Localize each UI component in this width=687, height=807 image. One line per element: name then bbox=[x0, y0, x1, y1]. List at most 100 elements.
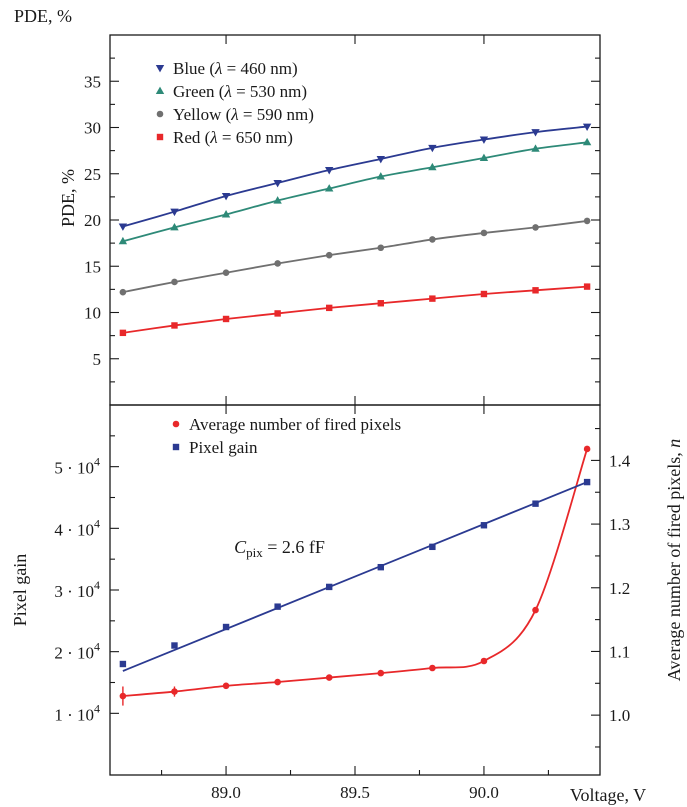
series-green bbox=[118, 137, 592, 245]
yellow-point bbox=[583, 217, 591, 225]
yellow-point bbox=[222, 269, 230, 277]
blue-point bbox=[479, 136, 489, 144]
yellow-point bbox=[325, 251, 333, 259]
pixel-gain-point bbox=[532, 500, 539, 507]
pde-y-tick-label: 35 bbox=[84, 72, 101, 91]
fired-pixels-curve bbox=[122, 448, 588, 697]
cpix-annotation: Cpix = 2.6 fF bbox=[234, 537, 325, 560]
legend-pixel-gain-marker bbox=[172, 443, 180, 451]
gain-y-tick-label: 4 · 104 bbox=[54, 516, 100, 539]
pde-y-tick-label: 30 bbox=[84, 119, 101, 138]
red-point bbox=[326, 304, 333, 312]
blue-point bbox=[428, 144, 437, 153]
gain-y-tick-label: 3 · 104 bbox=[54, 578, 100, 601]
legend-green-label: Green (λ = 530 nm) bbox=[173, 82, 307, 101]
fired-y-tick-label: 1.1 bbox=[609, 642, 630, 661]
fired-y-tick-label: 1.0 bbox=[609, 706, 630, 725]
green-point bbox=[325, 184, 334, 192]
blue-point bbox=[221, 192, 231, 201]
pixel-gain-point bbox=[583, 478, 591, 486]
fired-y-tick-label: 1.3 bbox=[609, 515, 630, 534]
fired-pixels-point bbox=[583, 445, 591, 453]
gain-panel: Pixel gain Average number of fired pixel… bbox=[10, 404, 684, 805]
red-point bbox=[222, 315, 230, 323]
fired-pixels-point bbox=[222, 682, 230, 690]
green-point bbox=[118, 236, 128, 245]
fired-pixels-point bbox=[274, 678, 281, 686]
pde-legend: Blue (λ = 460 nm) Green (λ = 530 nm) Yello… bbox=[155, 59, 314, 147]
gain-legend: Average number of fired pixels Pixel gain bbox=[172, 415, 401, 457]
pde-y-axis-title: PDE, % bbox=[58, 169, 78, 227]
fired-y-tick-label: 1.4 bbox=[609, 451, 631, 470]
green-point bbox=[531, 144, 540, 152]
fired-pixels-point bbox=[429, 664, 436, 672]
blue-point bbox=[273, 180, 282, 188]
fired-y-tick-label: 1.2 bbox=[609, 579, 630, 598]
series-blue bbox=[118, 123, 592, 231]
yellow-point bbox=[274, 260, 281, 267]
fired-pixels-point bbox=[377, 669, 385, 677]
yellow-curve bbox=[122, 220, 588, 294]
yellow-point bbox=[532, 224, 539, 231]
pde-y-tick-label: 10 bbox=[84, 304, 101, 323]
gain-plot-frame bbox=[109, 404, 601, 776]
series-red bbox=[119, 283, 591, 337]
legend-pixel-gain-label: Pixel gain bbox=[189, 438, 258, 457]
pixel-gain-point bbox=[480, 522, 488, 529]
pde-curves bbox=[118, 123, 592, 337]
fired-pixels-point bbox=[325, 674, 333, 681]
series-yellow bbox=[119, 217, 591, 296]
green-point bbox=[376, 172, 385, 180]
pde-y-tick-label: 20 bbox=[84, 211, 101, 230]
yellow-point bbox=[119, 288, 127, 296]
pde-y-tick-label: 15 bbox=[84, 257, 101, 276]
yellow-point bbox=[480, 229, 488, 237]
red-point bbox=[583, 283, 591, 290]
yellow-point bbox=[377, 244, 385, 252]
green-point bbox=[273, 196, 282, 204]
blue-point bbox=[325, 167, 334, 175]
green-curve bbox=[122, 141, 588, 243]
red-point bbox=[274, 310, 281, 317]
pixel-gain-point bbox=[274, 603, 281, 610]
green-point bbox=[221, 210, 231, 218]
gain-curves bbox=[119, 445, 591, 706]
legend-green-marker bbox=[155, 86, 165, 94]
yellow-point bbox=[171, 278, 178, 286]
blue-point bbox=[118, 223, 128, 231]
legend-blue-marker bbox=[155, 65, 165, 73]
legend-blue-label: Blue (λ = 460 nm) bbox=[173, 59, 298, 78]
pde-corner-label: PDE, % bbox=[14, 6, 72, 26]
red-point bbox=[171, 322, 178, 329]
blue-point bbox=[376, 155, 385, 164]
red-point bbox=[532, 287, 539, 294]
pixel-gain-point bbox=[377, 563, 384, 571]
pde-y-tick-label: 5 bbox=[93, 350, 102, 369]
yellow-point bbox=[429, 236, 436, 243]
pixel-gain-point bbox=[326, 583, 333, 591]
legend-yellow-marker bbox=[156, 110, 164, 118]
gain-y-tick-label: 2 · 104 bbox=[54, 640, 100, 663]
legend-red-label: Red (λ = 650 nm) bbox=[173, 128, 293, 147]
green-point bbox=[582, 137, 592, 146]
gain-axis-ticks: 1 · 104 2 · 104 3 · 104 4 · 104 5 · 104 1.0 1.… bbox=[54, 405, 631, 802]
blue-point bbox=[582, 123, 592, 131]
fired-pixels-y-axis-title: Average number of fired pixels, n bbox=[664, 439, 684, 682]
green-point bbox=[479, 153, 489, 162]
legend-red-marker bbox=[156, 133, 164, 141]
fired-pixels-point bbox=[119, 692, 127, 700]
legend-fired-pixels-label: Average number of fired pixels bbox=[189, 415, 401, 434]
legend-fired-pixels-marker bbox=[172, 420, 180, 428]
red-point bbox=[429, 295, 436, 302]
pixel-gain-point bbox=[171, 642, 178, 649]
series-pixel-gain bbox=[119, 478, 591, 672]
red-point bbox=[377, 300, 384, 307]
legend-yellow-label: Yellow (λ = 590 nm) bbox=[173, 105, 314, 124]
blue-curve bbox=[122, 125, 588, 228]
x-tick-label: 90.0 bbox=[469, 783, 499, 802]
red-point bbox=[119, 329, 127, 337]
green-point bbox=[170, 223, 179, 231]
blue-point bbox=[531, 129, 540, 137]
pde-y-ticks: 5 10 15 20 25 30 35 bbox=[84, 35, 600, 405]
